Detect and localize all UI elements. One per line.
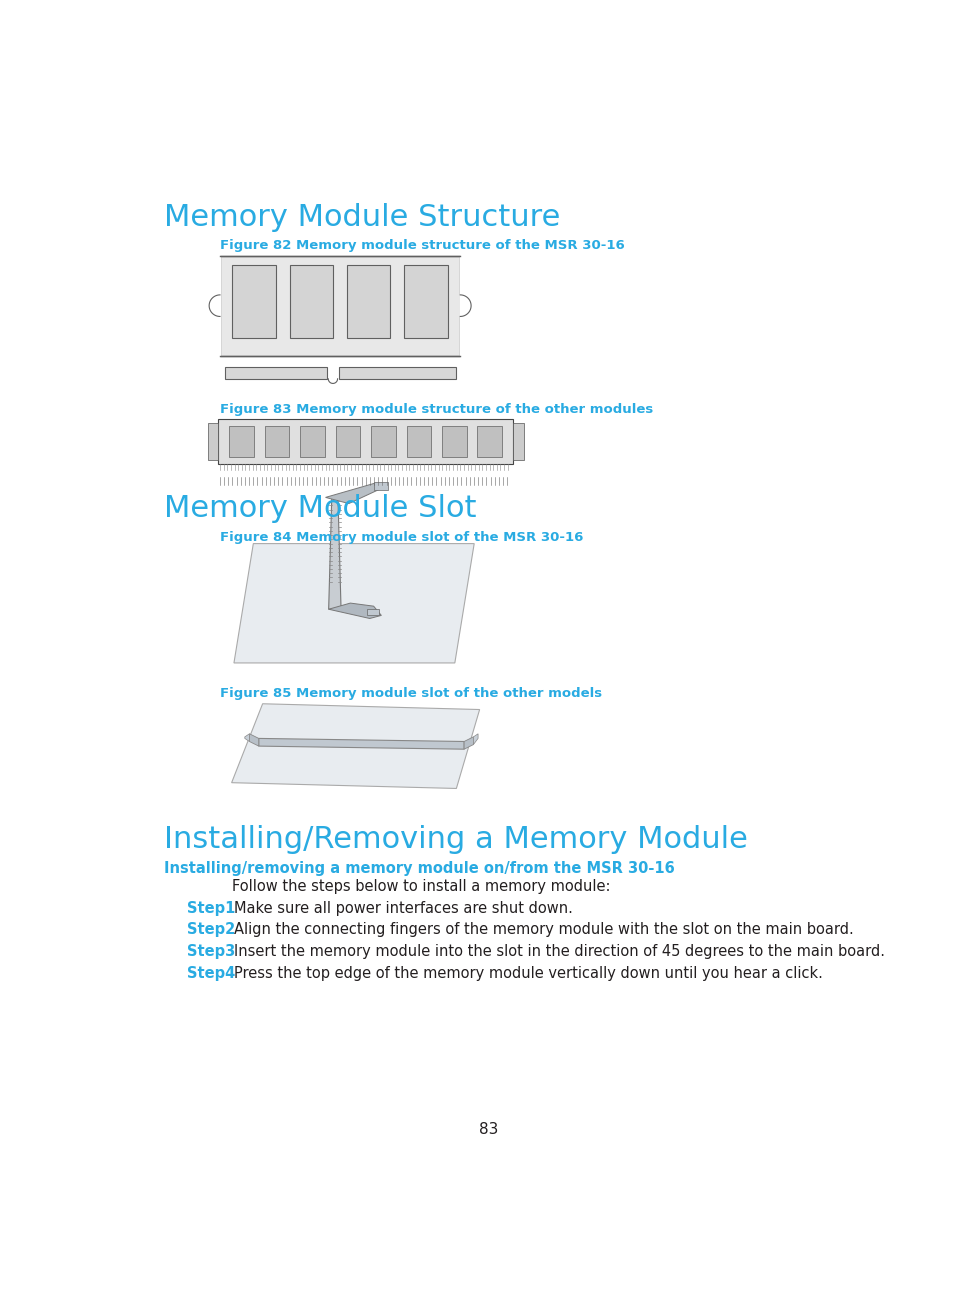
Polygon shape	[209, 295, 220, 316]
Polygon shape	[473, 734, 477, 745]
Text: Press the top edge of the memory module vertically down until you hear a click.: Press the top edge of the memory module …	[233, 966, 821, 981]
Text: Figure 84 Memory module slot of the MSR 30-16: Figure 84 Memory module slot of the MSR …	[220, 531, 583, 544]
Text: 83: 83	[478, 1122, 498, 1137]
Bar	[347, 264, 390, 338]
Bar	[224, 367, 326, 378]
Polygon shape	[329, 603, 381, 618]
Bar	[404, 264, 447, 338]
Text: Step2: Step2	[187, 923, 235, 937]
Text: Insert the memory module into the slot in the direction of 45 degrees to the mai: Insert the memory module into the slot i…	[233, 943, 884, 959]
Text: Figure 82 Memory module structure of the MSR 30-16: Figure 82 Memory module structure of the…	[220, 238, 624, 251]
Bar	[476, 426, 501, 456]
Polygon shape	[233, 543, 474, 664]
Text: Follow the steps below to install a memory module:: Follow the steps below to install a memo…	[232, 879, 610, 894]
Text: Align the connecting fingers of the memory module with the slot on the main boar: Align the connecting fingers of the memo…	[233, 923, 853, 937]
Bar	[335, 426, 360, 456]
Bar	[220, 255, 459, 355]
Bar	[374, 482, 387, 490]
Bar	[218, 419, 513, 464]
Polygon shape	[459, 295, 471, 316]
Polygon shape	[459, 255, 472, 355]
Text: Figure 83 Memory module structure of the other modules: Figure 83 Memory module structure of the…	[220, 403, 653, 416]
Bar	[300, 426, 325, 456]
Bar	[233, 264, 275, 338]
Polygon shape	[208, 255, 220, 355]
Polygon shape	[329, 498, 341, 609]
Bar	[264, 426, 289, 456]
Text: Make sure all power interfaces are shut down.: Make sure all power interfaces are shut …	[233, 901, 572, 916]
Text: Installing/Removing a Memory Module: Installing/Removing a Memory Module	[164, 826, 747, 854]
Text: Figure 85 Memory module slot of the other models: Figure 85 Memory module slot of the othe…	[220, 687, 601, 700]
Text: Step1: Step1	[187, 901, 235, 916]
Bar	[229, 426, 253, 456]
Bar	[441, 426, 466, 456]
Text: Step3: Step3	[187, 943, 235, 959]
Text: Memory Module Structure: Memory Module Structure	[164, 203, 560, 232]
Bar	[290, 264, 333, 338]
Polygon shape	[258, 739, 464, 749]
Polygon shape	[325, 483, 385, 504]
Text: Installing/removing a memory module on/from the MSR 30-16: Installing/removing a memory module on/f…	[164, 861, 674, 876]
Text: Memory Module Slot: Memory Module Slot	[164, 494, 476, 524]
Bar	[513, 422, 523, 460]
Polygon shape	[249, 734, 258, 746]
Polygon shape	[232, 704, 479, 788]
Text: Step4: Step4	[187, 966, 235, 981]
Bar	[371, 426, 395, 456]
Bar	[338, 367, 456, 378]
Bar	[208, 422, 218, 460]
Polygon shape	[464, 737, 473, 749]
Bar	[406, 426, 431, 456]
Polygon shape	[245, 734, 249, 741]
Bar	[367, 609, 378, 616]
